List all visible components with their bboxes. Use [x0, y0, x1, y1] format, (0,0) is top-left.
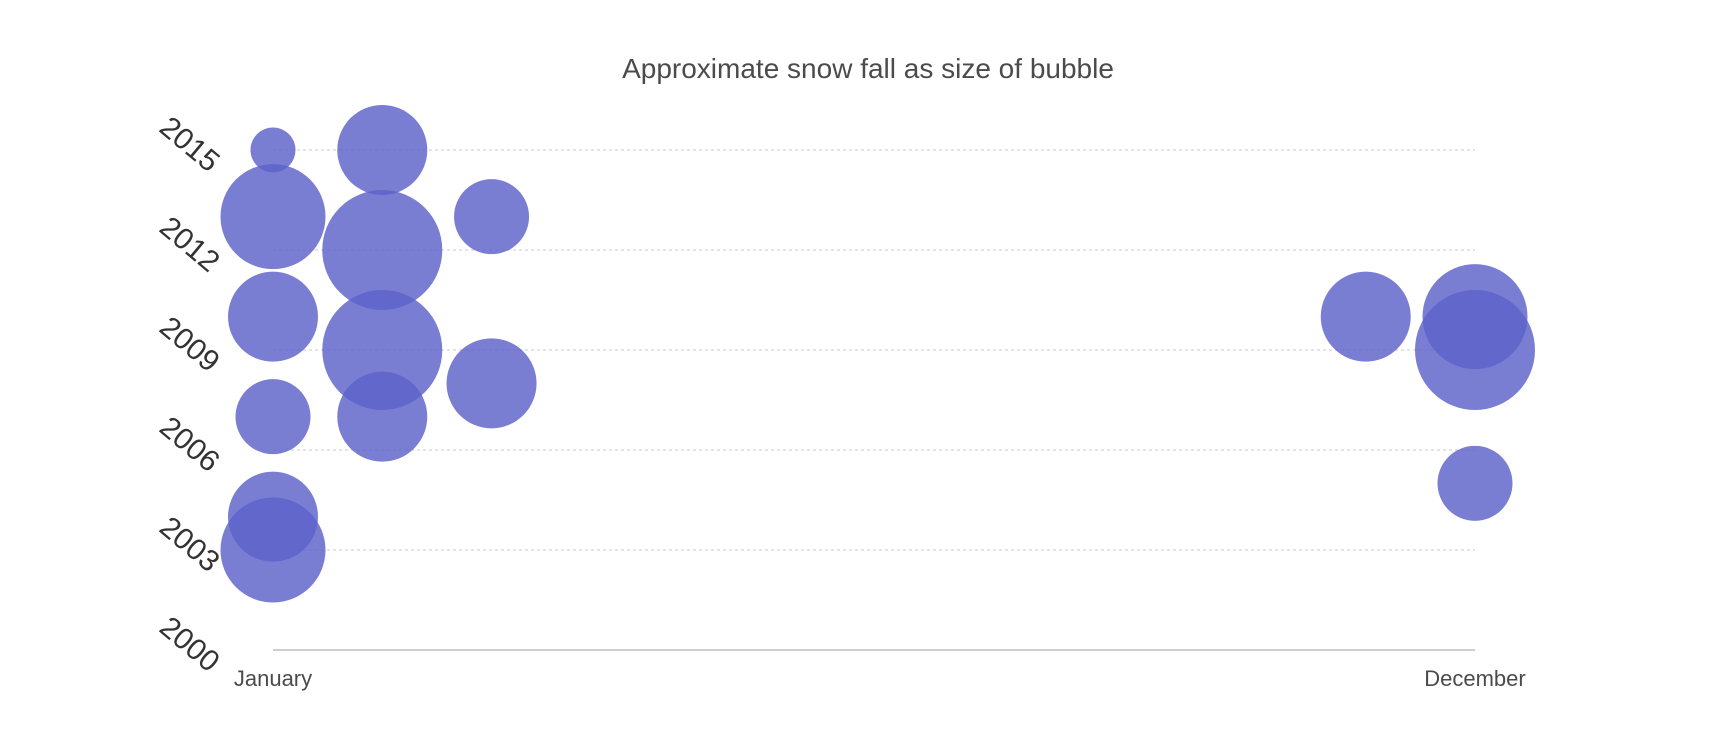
y-tick-label: 2015	[153, 110, 225, 178]
chart-title: Approximate snow fall as size of bubble	[622, 53, 1114, 84]
y-tick-label: 2000	[153, 610, 225, 678]
bubble-point[interactable]	[1415, 290, 1535, 410]
y-tick-label: 2006	[153, 410, 225, 478]
bubble-point[interactable]	[1320, 271, 1411, 362]
y-tick-label: 2009	[153, 310, 225, 378]
bubble-point[interactable]	[454, 179, 530, 255]
bubble-point[interactable]	[250, 127, 296, 173]
x-tick-label: January	[234, 666, 312, 691]
bubble-point[interactable]	[235, 379, 311, 455]
bubble-point[interactable]	[1437, 445, 1513, 521]
bubble-point[interactable]	[220, 497, 326, 603]
axes: January December 2000 2003 2006 2009 2012 2015	[153, 110, 1525, 691]
bubble-point[interactable]	[322, 290, 443, 410]
bubble-point[interactable]	[220, 164, 326, 270]
bubble-point[interactable]	[322, 190, 443, 310]
x-tick-label: December	[1424, 666, 1525, 691]
bubble-point[interactable]	[228, 271, 318, 362]
bubble-series	[220, 105, 1535, 603]
bubble-point[interactable]	[337, 105, 428, 195]
bubble-point[interactable]	[337, 371, 428, 462]
y-tick-label: 2003	[153, 510, 225, 578]
grid-lines	[273, 149, 1475, 551]
y-tick-label: 2012	[153, 210, 225, 278]
bubble-point[interactable]	[446, 338, 537, 429]
